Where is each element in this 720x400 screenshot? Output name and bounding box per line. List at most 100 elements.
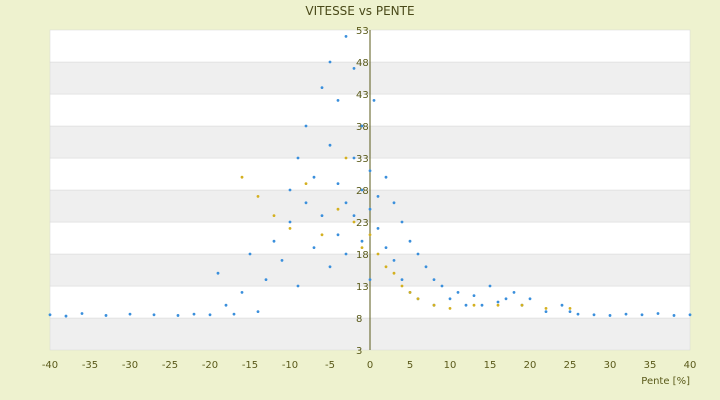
- x-axis-title: Pente [%]: [641, 376, 690, 387]
- x-tick-label: -5: [325, 360, 335, 371]
- data-point: [688, 313, 692, 317]
- x-tick-label: -30: [122, 360, 138, 371]
- x-tick-label: -10: [282, 360, 298, 371]
- data-point: [296, 156, 300, 160]
- data-point: [352, 156, 356, 160]
- y-tick-label: 53: [356, 26, 369, 37]
- y-tick-label: 33: [356, 154, 369, 165]
- data-point: [384, 265, 388, 269]
- y-tick-label: 48: [356, 58, 369, 69]
- data-point: [416, 252, 420, 256]
- data-point: [240, 175, 244, 179]
- data-point: [256, 310, 260, 313]
- x-tick-label: -40: [42, 360, 58, 371]
- data-point: [568, 310, 572, 313]
- data-point: [232, 312, 236, 316]
- data-point: [592, 313, 596, 317]
- data-point: [360, 188, 364, 192]
- data-point: [372, 99, 376, 102]
- data-point: [392, 259, 396, 262]
- data-point: [656, 312, 660, 315]
- x-tick-label: 5: [407, 360, 413, 371]
- data-point: [304, 182, 308, 186]
- data-point: [544, 310, 548, 313]
- data-point: [576, 312, 580, 316]
- data-point: [568, 307, 572, 310]
- y-tick-label: 38: [356, 122, 369, 133]
- data-point: [256, 195, 260, 198]
- data-point: [416, 297, 420, 301]
- data-point: [312, 246, 316, 250]
- data-point: [464, 303, 468, 307]
- data-point: [408, 291, 412, 294]
- data-point: [368, 278, 372, 281]
- data-point: [384, 175, 388, 179]
- data-point: [328, 143, 332, 147]
- data-point: [128, 312, 132, 316]
- data-point: [272, 239, 276, 243]
- data-point: [488, 284, 492, 288]
- x-tick-label: -15: [242, 360, 258, 371]
- x-tick-label: 20: [524, 360, 537, 371]
- data-point: [520, 303, 524, 307]
- data-point: [64, 314, 68, 318]
- data-point: [272, 214, 276, 218]
- data-point: [544, 307, 548, 310]
- chart-title: VITESSE vs PENTE: [305, 4, 414, 18]
- data-point: [80, 312, 84, 315]
- x-tick-label: 0: [367, 360, 373, 371]
- data-point: [288, 220, 292, 224]
- y-tick-label: 13: [356, 282, 369, 293]
- data-point: [624, 312, 628, 316]
- data-point: [448, 297, 452, 301]
- data-point: [328, 265, 332, 269]
- data-point: [560, 303, 564, 307]
- data-point: [152, 313, 156, 317]
- x-tick-label: 10: [444, 360, 457, 371]
- data-point: [400, 220, 404, 224]
- data-point: [320, 233, 324, 237]
- x-tick-label: -35: [82, 360, 98, 371]
- data-point: [440, 284, 444, 288]
- data-point: [360, 246, 364, 250]
- data-point: [320, 86, 324, 89]
- data-point: [352, 214, 356, 218]
- data-point: [352, 220, 356, 224]
- x-tick-label: 30: [604, 360, 617, 371]
- data-point: [304, 124, 308, 128]
- data-point: [368, 233, 372, 237]
- data-point: [224, 303, 228, 307]
- data-point: [392, 201, 396, 205]
- data-point: [432, 303, 436, 307]
- data-point: [608, 314, 612, 317]
- data-point: [304, 201, 308, 205]
- data-point: [192, 312, 196, 316]
- x-tick-label: 40: [684, 360, 697, 371]
- x-tick-label: -25: [162, 360, 178, 371]
- data-point: [360, 239, 364, 243]
- data-point: [176, 314, 180, 317]
- data-point: [392, 271, 396, 275]
- data-point: [320, 214, 324, 218]
- data-point: [104, 314, 108, 317]
- data-point: [328, 60, 332, 64]
- data-point: [640, 313, 644, 317]
- data-point: [368, 207, 372, 211]
- data-point: [336, 182, 340, 186]
- data-point: [336, 99, 340, 102]
- data-point: [528, 297, 532, 301]
- data-point: [312, 175, 316, 179]
- x-tick-label: 15: [484, 360, 497, 371]
- data-point: [408, 239, 412, 243]
- data-point: [376, 227, 380, 230]
- data-point: [672, 314, 676, 317]
- x-tick-label: 25: [564, 360, 577, 371]
- data-point: [296, 284, 300, 288]
- x-axis-ticks: -40 -35 -30 -25 -20 -15 -10 -5 0 5 10 15 20 25 30 35 40: [42, 360, 697, 371]
- data-point: [456, 291, 460, 294]
- data-point: [288, 188, 292, 192]
- y-tick-label: 43: [356, 90, 369, 101]
- data-point: [344, 35, 348, 38]
